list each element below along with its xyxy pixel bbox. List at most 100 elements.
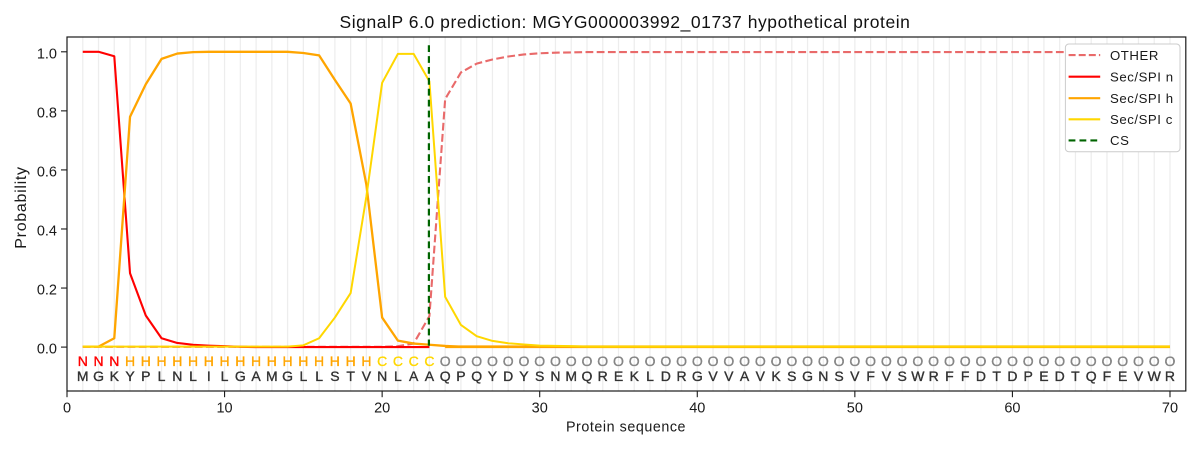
svg-text:T: T xyxy=(992,368,1001,384)
svg-text:O: O xyxy=(802,353,813,369)
svg-text:O: O xyxy=(818,353,829,369)
svg-text:O: O xyxy=(897,353,908,369)
svg-text:O: O xyxy=(487,353,498,369)
svg-text:F: F xyxy=(1103,368,1112,384)
svg-text:P: P xyxy=(456,368,465,384)
svg-text:E: E xyxy=(1039,368,1048,384)
svg-text:Y: Y xyxy=(519,368,529,384)
svg-text:L: L xyxy=(646,368,654,384)
svg-text:D: D xyxy=(503,368,513,384)
svg-text:40: 40 xyxy=(689,400,705,416)
svg-text:G: G xyxy=(802,368,813,384)
svg-text:G: G xyxy=(692,368,703,384)
svg-text:O: O xyxy=(960,353,971,369)
svg-text:O: O xyxy=(629,353,640,369)
svg-text:A: A xyxy=(409,368,419,384)
svg-text:O: O xyxy=(991,353,1002,369)
svg-text:CS: CS xyxy=(1110,133,1129,148)
svg-text:O: O xyxy=(1070,353,1081,369)
svg-text:H: H xyxy=(283,353,293,369)
svg-text:H: H xyxy=(172,353,182,369)
svg-text:A: A xyxy=(740,368,750,384)
svg-text:O: O xyxy=(566,353,577,369)
svg-text:H: H xyxy=(361,353,371,369)
svg-text:O: O xyxy=(739,353,750,369)
svg-text:D: D xyxy=(661,368,671,384)
svg-text:R: R xyxy=(676,368,686,384)
svg-text:D: D xyxy=(976,368,986,384)
svg-text:O: O xyxy=(771,353,782,369)
svg-text:S: S xyxy=(834,368,843,384)
svg-text:O: O xyxy=(944,353,955,369)
svg-text:C: C xyxy=(409,353,419,369)
svg-text:A: A xyxy=(251,368,261,384)
svg-text:V: V xyxy=(362,368,372,384)
svg-text:H: H xyxy=(141,353,151,369)
svg-text:R: R xyxy=(598,368,608,384)
svg-text:M: M xyxy=(77,368,89,384)
svg-text:E: E xyxy=(1118,368,1127,384)
svg-text:R: R xyxy=(1165,368,1175,384)
svg-text:S: S xyxy=(787,368,796,384)
svg-text:K: K xyxy=(771,368,781,384)
svg-text:S: S xyxy=(897,368,906,384)
svg-text:O: O xyxy=(1102,353,1113,369)
svg-text:Q: Q xyxy=(1086,368,1097,384)
svg-text:R: R xyxy=(929,368,939,384)
svg-text:0.4: 0.4 xyxy=(37,223,57,239)
svg-text:P: P xyxy=(141,368,150,384)
svg-text:O: O xyxy=(613,353,624,369)
svg-text:H: H xyxy=(330,353,340,369)
svg-text:O: O xyxy=(676,353,687,369)
svg-text:C: C xyxy=(377,353,387,369)
svg-text:O: O xyxy=(1149,353,1160,369)
svg-text:H: H xyxy=(235,353,245,369)
svg-text:F: F xyxy=(945,368,954,384)
svg-text:V: V xyxy=(850,368,860,384)
svg-text:M: M xyxy=(266,368,278,384)
svg-text:O: O xyxy=(597,353,608,369)
svg-text:O: O xyxy=(471,353,482,369)
svg-text:O: O xyxy=(1007,353,1018,369)
svg-text:0: 0 xyxy=(63,400,71,416)
svg-text:O: O xyxy=(975,353,986,369)
svg-text:H: H xyxy=(204,353,214,369)
svg-text:V: V xyxy=(1134,368,1144,384)
svg-text:L: L xyxy=(394,368,402,384)
svg-text:O: O xyxy=(755,353,766,369)
svg-text:W: W xyxy=(1148,368,1162,384)
svg-text:Q: Q xyxy=(582,368,593,384)
svg-text:O: O xyxy=(1038,353,1049,369)
svg-text:K: K xyxy=(110,368,120,384)
svg-text:V: V xyxy=(882,368,892,384)
svg-text:H: H xyxy=(298,353,308,369)
svg-text:O: O xyxy=(692,353,703,369)
svg-text:O: O xyxy=(865,353,876,369)
svg-text:N: N xyxy=(78,353,88,369)
svg-text:O: O xyxy=(1054,353,1065,369)
svg-text:O: O xyxy=(645,353,656,369)
svg-text:O: O xyxy=(534,353,545,369)
svg-text:0.6: 0.6 xyxy=(37,164,57,180)
svg-text:O: O xyxy=(1086,353,1097,369)
svg-text:O: O xyxy=(582,353,593,369)
svg-text:M: M xyxy=(565,368,577,384)
svg-text:O: O xyxy=(1133,353,1144,369)
svg-text:Sec/SPI h: Sec/SPI h xyxy=(1110,91,1174,106)
svg-text:1.0: 1.0 xyxy=(37,46,57,62)
svg-text:0.0: 0.0 xyxy=(37,342,57,358)
svg-text:H: H xyxy=(314,353,324,369)
svg-text:P: P xyxy=(1024,368,1033,384)
svg-text:N: N xyxy=(818,368,828,384)
svg-text:60: 60 xyxy=(1004,400,1020,416)
svg-text:N: N xyxy=(550,368,560,384)
svg-text:Probability: Probability xyxy=(13,166,30,248)
svg-text:C: C xyxy=(393,353,403,369)
svg-text:N: N xyxy=(172,368,182,384)
svg-text:50: 50 xyxy=(847,400,863,416)
svg-text:G: G xyxy=(282,368,293,384)
svg-text:N: N xyxy=(377,368,387,384)
svg-text:H: H xyxy=(125,353,135,369)
svg-text:F: F xyxy=(961,368,970,384)
svg-text:Y: Y xyxy=(125,368,135,384)
